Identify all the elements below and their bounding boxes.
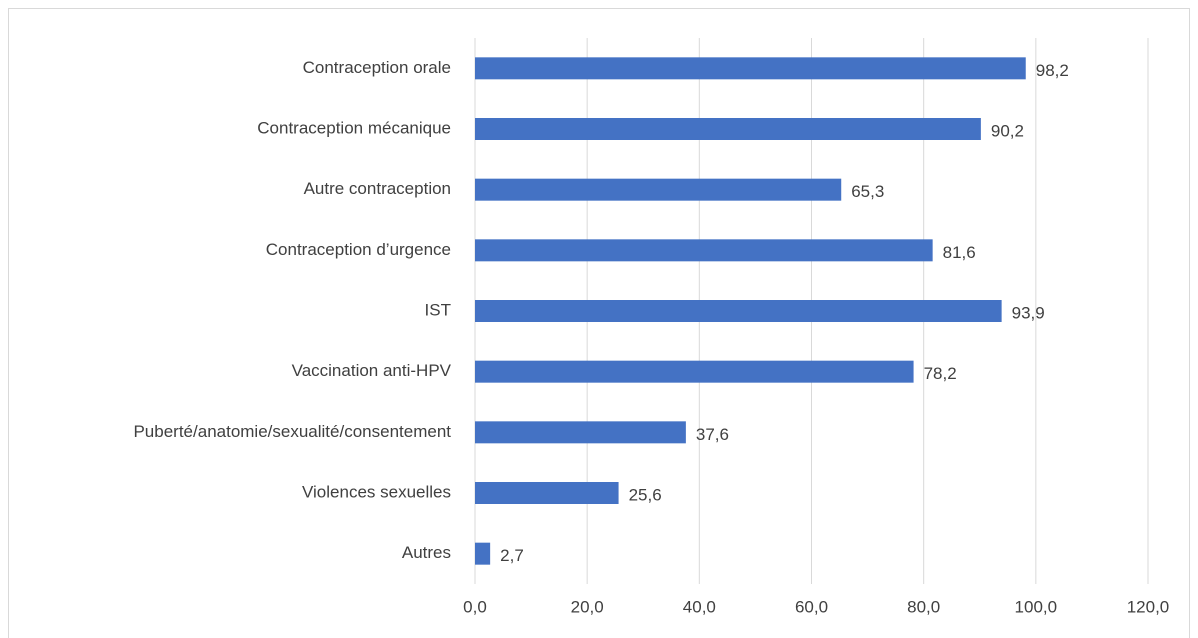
bar xyxy=(475,421,686,444)
data-label: 37,6 xyxy=(696,425,729,444)
data-label: 93,9 xyxy=(1012,303,1045,322)
bar xyxy=(475,118,981,140)
y-tick-label: Autres xyxy=(402,543,451,562)
y-tick-label: Contraception mécanique xyxy=(257,118,451,137)
bar xyxy=(475,482,619,504)
bar xyxy=(475,239,933,262)
y-tick-label: Puberté/anatomie/sexualité/consentement xyxy=(133,422,451,441)
data-label: 2,7 xyxy=(500,546,524,565)
data-label: 25,6 xyxy=(629,485,662,504)
data-label: 98,2 xyxy=(1036,61,1069,80)
y-tick-label: Contraception d’urgence xyxy=(266,240,451,259)
bar xyxy=(475,360,914,383)
x-tick-label: 40,0 xyxy=(683,597,716,616)
x-tick-label: 120,0 xyxy=(1127,597,1170,616)
data-label: 81,6 xyxy=(943,243,976,262)
x-tick-label: 20,0 xyxy=(571,597,604,616)
y-tick-label: Autre contraception xyxy=(304,179,451,198)
chart-border xyxy=(8,8,1190,638)
y-tick-label: IST xyxy=(425,300,451,319)
x-tick-label: 100,0 xyxy=(1015,597,1058,616)
y-tick-label: Violences sexuelles xyxy=(302,482,451,501)
x-tick-label: 80,0 xyxy=(907,597,940,616)
y-tick-label: Vaccination anti-HPV xyxy=(292,361,452,380)
bar xyxy=(475,178,842,201)
data-label: 78,2 xyxy=(924,364,957,383)
y-tick-label: Contraception orale xyxy=(303,58,451,77)
x-tick-label: 0,0 xyxy=(463,597,487,616)
data-label: 90,2 xyxy=(991,121,1024,140)
x-tick-label: 60,0 xyxy=(795,597,828,616)
bar xyxy=(475,542,491,565)
bar xyxy=(475,57,1026,80)
data-label: 65,3 xyxy=(851,182,884,201)
bar xyxy=(475,300,1002,322)
